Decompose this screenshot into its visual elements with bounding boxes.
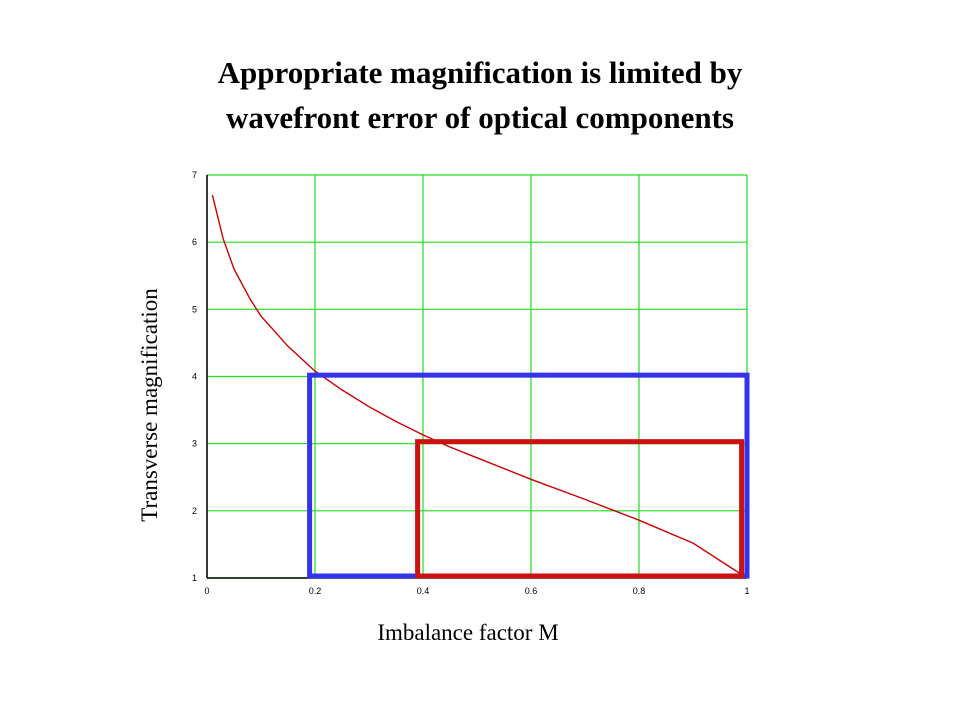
- x-tick-label-4: 0.8: [633, 586, 646, 596]
- x-tick-label-2: 0.4: [417, 586, 430, 596]
- slide-title: Appropriate magnification is limited by …: [0, 50, 960, 140]
- y-tick-label-5: 6: [192, 237, 197, 247]
- x-tick-label-5: 1: [744, 586, 749, 596]
- y-tick-label-4: 5: [192, 304, 197, 314]
- region-rect-1: [415, 439, 745, 579]
- y-tick-label-3: 4: [192, 372, 197, 382]
- y-tick-label-0: 1: [192, 573, 197, 583]
- x-axis-label: Imbalance factor M: [377, 620, 558, 645]
- y-tick-label-1: 2: [192, 506, 197, 516]
- x-tick-label-3: 0.6: [525, 586, 538, 596]
- x-tick-label-1: 0.2: [309, 586, 322, 596]
- series-line-0: [211, 194, 748, 579]
- title-line-2: wavefront error of optical components: [226, 100, 734, 135]
- y-tick-label-6: 7: [192, 170, 197, 180]
- x-tick-label-0: 0: [204, 586, 209, 596]
- y-axis-label: Transverse magnification: [137, 288, 162, 522]
- title-line-1: Appropriate magnification is limited by: [217, 55, 743, 90]
- y-tick-label-2: 3: [192, 439, 197, 449]
